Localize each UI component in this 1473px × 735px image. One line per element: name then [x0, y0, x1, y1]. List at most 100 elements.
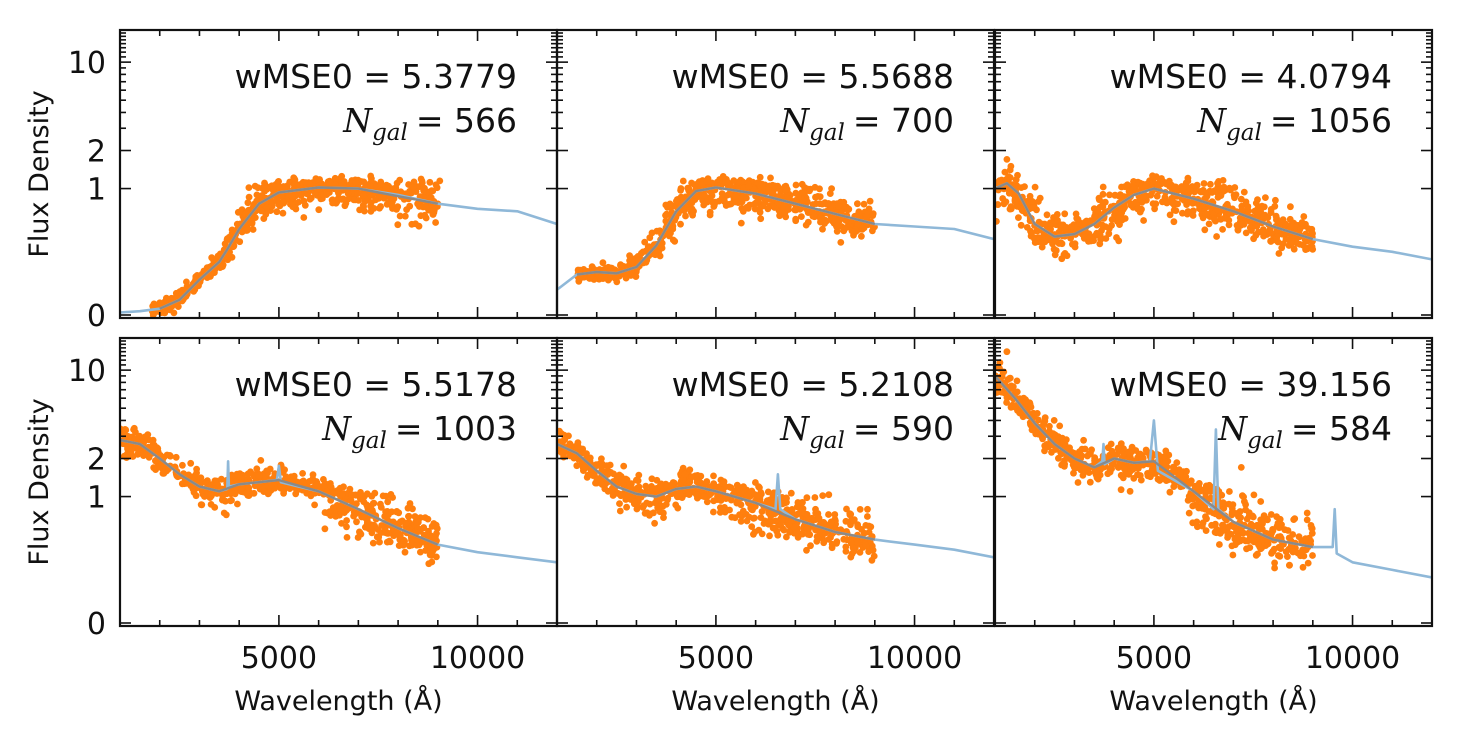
data-point [1001, 168, 1009, 176]
data-point [1299, 563, 1307, 571]
ngal-annotation: Ngal = 1056 [1196, 101, 1392, 146]
data-point [840, 535, 848, 543]
data-point [1225, 216, 1233, 224]
data-point [814, 193, 822, 200]
data-point [377, 504, 385, 511]
data-point [1108, 216, 1116, 223]
data-point [1101, 198, 1109, 206]
data-point [123, 454, 130, 461]
data-point [1293, 240, 1301, 247]
data-point [598, 481, 606, 488]
y-tick-label: 1 [87, 173, 106, 208]
data-point [665, 232, 673, 240]
data-point [1289, 548, 1297, 556]
data-point [327, 483, 335, 490]
data-point [1038, 220, 1046, 228]
data-point [372, 196, 379, 204]
data-point [1114, 444, 1122, 452]
scatter-series [995, 156, 1317, 263]
data-point [187, 459, 195, 467]
data-point [1275, 521, 1283, 529]
data-point [242, 489, 250, 497]
panel-2: wMSE0 = 5.5688 Ngal = 700 [555, 28, 996, 320]
data-point [201, 493, 208, 500]
data-point [273, 196, 281, 204]
plot-area [995, 348, 1432, 579]
data-point [1182, 473, 1190, 481]
data-point [401, 212, 409, 220]
data-point [428, 558, 436, 566]
data-point [1214, 179, 1221, 187]
data-point [752, 479, 759, 486]
data-point [1211, 215, 1218, 223]
ticks [995, 30, 1433, 318]
data-point [598, 455, 605, 463]
data-point [1046, 422, 1053, 430]
data-point [1050, 417, 1058, 424]
data-point [1033, 410, 1041, 417]
data-point [1278, 244, 1286, 252]
data-point [370, 205, 378, 212]
data-point [1115, 215, 1123, 223]
data-point [394, 221, 402, 229]
data-point [1300, 241, 1307, 249]
data-point [1201, 226, 1209, 234]
data-point [405, 512, 413, 520]
data-point [1070, 469, 1077, 477]
data-point [1154, 181, 1162, 189]
data-point [724, 179, 732, 187]
data-point [1257, 498, 1265, 505]
data-point [835, 203, 843, 210]
data-point [677, 186, 684, 194]
data-point [1290, 245, 1298, 253]
data-point [1130, 474, 1138, 482]
data-point [368, 529, 376, 537]
data-point [280, 489, 287, 497]
data-point [1184, 197, 1191, 205]
data-point [343, 534, 351, 541]
data-point [1272, 212, 1280, 220]
data-point [584, 471, 592, 479]
ngal-value: = 584 [1291, 409, 1392, 448]
data-point [1106, 191, 1113, 199]
data-point [330, 489, 338, 497]
data-point [574, 439, 582, 446]
data-point [651, 251, 659, 259]
data-point [1202, 513, 1209, 521]
data-point [760, 520, 768, 527]
data-point [342, 507, 350, 514]
data-point [770, 524, 778, 532]
data-point [321, 525, 329, 533]
panel-3: wMSE0 = 4.0794 Ngal = 1056 [993, 28, 1434, 320]
data-point [833, 227, 841, 235]
data-point [233, 220, 241, 228]
data-point [360, 203, 367, 211]
data-point [1117, 471, 1125, 479]
data-point [859, 224, 866, 232]
data-point [854, 220, 862, 228]
data-point [244, 470, 252, 478]
data-point [1253, 223, 1261, 230]
data-point [1085, 469, 1093, 476]
data-point [679, 476, 687, 483]
data-point [623, 503, 630, 511]
data-point [1142, 446, 1150, 454]
data-point [651, 519, 658, 527]
data-point [1087, 449, 1094, 457]
data-point [783, 498, 790, 506]
data-point [370, 521, 378, 529]
wmse-annotation: wMSE0 = 5.2108 [672, 365, 954, 404]
data-point [1052, 446, 1059, 453]
data-point [418, 177, 426, 185]
data-point [1268, 549, 1275, 557]
ticks [120, 338, 558, 626]
data-point [355, 197, 362, 204]
y-tick-label: 0 [87, 299, 106, 334]
data-point [1173, 459, 1181, 466]
ngal-annotation: Ngal = 590 [779, 409, 954, 454]
data-point [406, 202, 414, 210]
data-point [1172, 207, 1180, 215]
data-point [329, 199, 336, 207]
y-tick-label: 10 [68, 46, 106, 81]
